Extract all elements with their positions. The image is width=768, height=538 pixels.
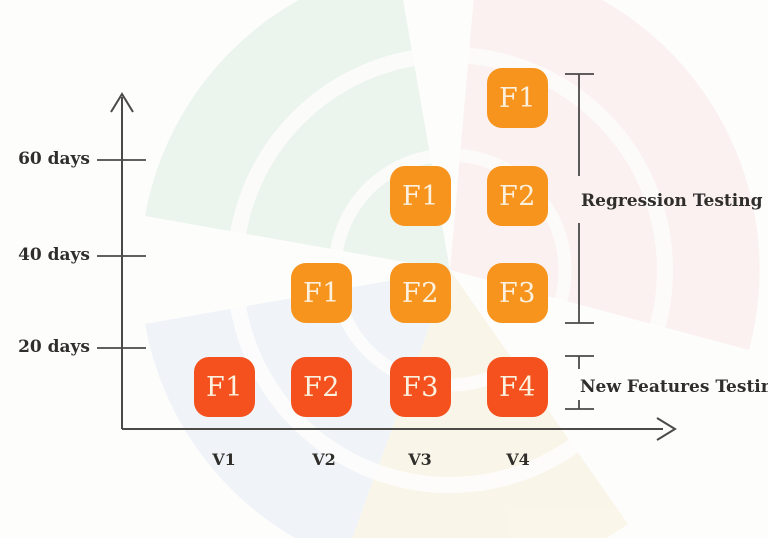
y-axis-arrow-icon	[110, 92, 134, 113]
watermark-ring-gap-outer	[227, 47, 673, 493]
watermark-green-segment	[145, 0, 450, 270]
feature-box-f2-v3: F2	[390, 263, 451, 323]
feature-box-f2-v4: F2	[487, 166, 548, 226]
y-axis-label-40-days: 40 days	[18, 245, 90, 265]
x-axis-label-v4: V4	[506, 450, 530, 469]
x-axis-label-v3: V3	[408, 450, 432, 469]
feature-box-f3-v4: F3	[487, 263, 548, 323]
feature-box-f4-v4: F4	[487, 357, 548, 417]
x-axis-arrow-icon	[656, 417, 677, 441]
feature-box-f1-v3: F1	[390, 166, 451, 226]
x-axis-label-v1: V1	[212, 450, 236, 469]
y-axis-label-60-days: 60 days	[18, 149, 90, 169]
feature-box-f1-v4: F1	[487, 68, 548, 128]
regression-bracket	[565, 73, 594, 324]
feature-box-f2-v2: F2	[291, 357, 352, 417]
feature-box-f1-v1: F1	[194, 357, 255, 417]
regression-testing-label: Regression Testing	[581, 191, 763, 211]
new-features-bracket	[565, 355, 594, 410]
new-features-testing-label: New Features Testing	[580, 377, 768, 397]
feature-box-f3-v3: F3	[390, 357, 451, 417]
y-axis-label-20-days: 20 days	[18, 337, 90, 357]
x-axis-label-v2: V2	[312, 450, 336, 469]
feature-box-f1-v2: F1	[291, 263, 352, 323]
